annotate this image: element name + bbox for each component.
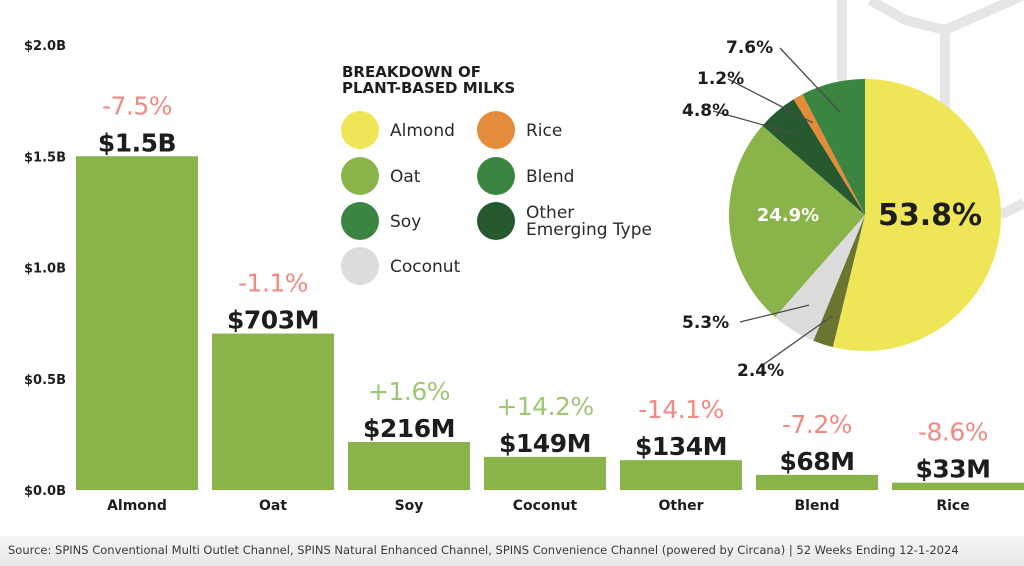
y-axis: $0.0B $0.5B $1.0B $1.5B $2.0B xyxy=(24,39,66,499)
bar-change-labels: -7.5% -1.1% +1.6% +14.2% -14.1% -7.2% -8.6% xyxy=(102,91,989,447)
legend-swatch-oat xyxy=(341,157,379,195)
legend-swatch-rice xyxy=(477,111,515,149)
bar-change-label: -7.5% xyxy=(102,91,172,120)
x-tick-label: Almond xyxy=(107,498,167,514)
bar-almond xyxy=(76,156,198,490)
bar-change-label: +1.6% xyxy=(368,377,450,406)
legend-swatch-other-emerging-type xyxy=(477,202,515,240)
bar-soy xyxy=(348,441,470,490)
y-tick-label: $1.5B xyxy=(24,150,66,165)
legend-swatch-blend xyxy=(477,157,515,195)
legend-swatch-almond xyxy=(341,111,379,149)
y-tick-label: $0.5B xyxy=(24,373,66,388)
pie-label-other-emerging-type: 4.8% xyxy=(682,101,729,121)
bar-change-label: -7.2% xyxy=(782,410,852,439)
pie-leader-line xyxy=(779,47,841,113)
bar-value-labels: $1.5B $703M $216M $149M $134M $68M $33M xyxy=(98,128,991,483)
bar-blend xyxy=(756,474,878,490)
bar-series xyxy=(76,156,1024,490)
legend-label: Blend xyxy=(526,167,574,187)
bar-other xyxy=(620,460,742,490)
x-tick-label: Coconut xyxy=(513,498,578,514)
pie-label-blend: 7.6% xyxy=(726,38,773,58)
legend-label: Rice xyxy=(526,121,562,141)
bar-value-label: $1.5B xyxy=(98,128,176,157)
pie-legend: BREAKDOWN OF PLANT-BASED MILKS Almond Ric… xyxy=(341,63,652,285)
y-tick-label: $1.0B xyxy=(24,262,66,277)
logo-stroke xyxy=(997,198,1024,220)
x-axis: Almond Oat Soy Coconut Other Blend Rice xyxy=(107,498,970,514)
legend-label: Oat xyxy=(390,167,421,187)
bar-value-label: $68M xyxy=(779,447,854,476)
pie-label-coconut: 5.3% xyxy=(682,313,729,333)
bar-value-label: $703M xyxy=(227,306,319,335)
y-tick-label: $0.0B xyxy=(24,484,66,499)
x-tick-label: Soy xyxy=(395,498,424,514)
legend-swatch-coconut xyxy=(341,247,379,285)
bar-change-label: -14.1% xyxy=(638,395,723,424)
pie-slice-rice xyxy=(793,94,865,215)
pie-leader-line xyxy=(712,110,797,135)
pie-leader-line xyxy=(727,78,814,124)
footer-bar: Source: SPINS Conventional Multi Outlet … xyxy=(0,536,1024,566)
pie-labels: 53.8% 2.4% 5.3% 24.9% 4.8% 1.2% 7.6% xyxy=(682,38,982,381)
bar-rice xyxy=(892,482,1024,490)
x-tick-label: Other xyxy=(659,498,704,514)
bar-value-label: $33M xyxy=(915,455,990,484)
legend-title-line-2: PLANT-BASED MILKS xyxy=(342,79,515,97)
legend-label: Almond xyxy=(390,121,455,141)
legend-label: Emerging Type xyxy=(526,220,652,240)
pie-label-rice: 1.2% xyxy=(697,69,744,89)
source-note: Source: SPINS Conventional Multi Outlet … xyxy=(8,543,959,557)
y-tick-label: $2.0B xyxy=(24,39,66,54)
legend-swatch-soy xyxy=(341,202,379,240)
x-tick-label: Rice xyxy=(936,498,969,514)
pie-slice-almond xyxy=(832,79,1001,351)
legend-label: Coconut xyxy=(390,257,461,277)
bar-change-label: -1.1% xyxy=(238,269,308,298)
bar-change-label: +14.2% xyxy=(496,392,593,421)
x-tick-label: Blend xyxy=(795,498,840,514)
logo-stroke xyxy=(867,0,1024,36)
bar-value-label: $134M xyxy=(635,432,727,461)
pie-slice-soy xyxy=(813,215,865,348)
background-logo-decoration xyxy=(837,0,1024,220)
legend-label: Other xyxy=(526,203,574,223)
pie-slice-blend xyxy=(802,79,865,215)
pie-chart xyxy=(729,79,1001,351)
pie-slice-oat xyxy=(729,125,865,318)
bar-value-label: $149M xyxy=(499,429,591,458)
x-tick-label: Oat xyxy=(259,498,287,514)
pie-slice-coconut xyxy=(775,215,865,341)
legend-label: Soy xyxy=(390,212,421,232)
legend-title-line-1: BREAKDOWN OF xyxy=(342,63,481,81)
bar-change-label: -8.6% xyxy=(918,418,988,447)
pie-label-soy: 2.4% xyxy=(737,361,784,381)
bar-value-label: $216M xyxy=(363,414,455,443)
bar-coconut xyxy=(484,456,606,490)
pie-label-almond: 53.8% xyxy=(878,198,982,233)
bar-oat xyxy=(212,333,334,490)
pie-slice-other-emerging-type xyxy=(762,99,865,215)
pie-leader-line xyxy=(759,315,833,368)
pie-leader-line xyxy=(739,304,810,323)
chart-canvas: $0.0B $0.5B $1.0B $1.5B $2.0B $1.5B $703M $216… xyxy=(24,0,1024,514)
pie-label-oat: 24.9% xyxy=(757,205,819,226)
